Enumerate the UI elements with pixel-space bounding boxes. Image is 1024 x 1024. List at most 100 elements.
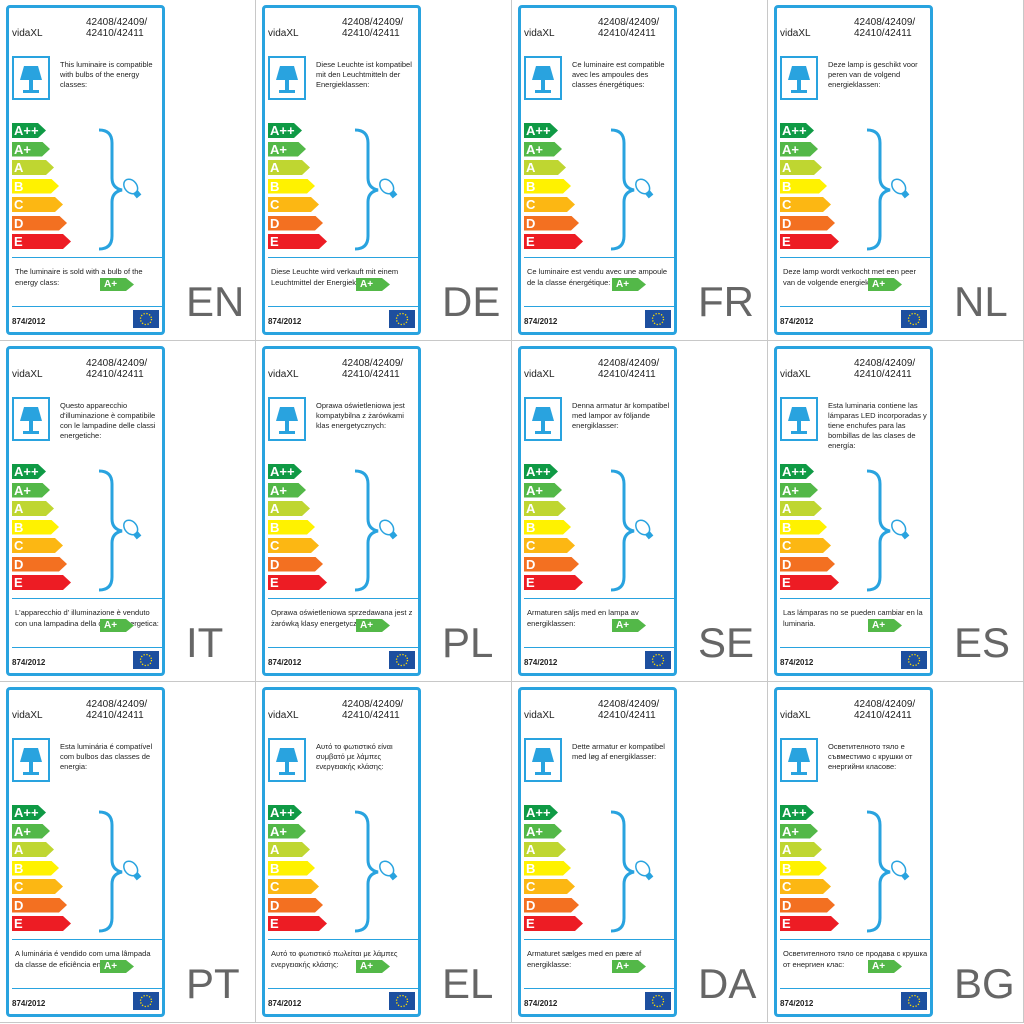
- energy-label: vidaXL 42408/42409/42410/42411 Dette armat…: [518, 687, 677, 1017]
- sold-text: Осветителното тяло се продава с крушка о…: [783, 949, 928, 969]
- energy-label: vidaXL 42408/42409/42410/42411 Diese Leuch…: [262, 5, 421, 335]
- class-arrow: C: [524, 879, 575, 894]
- class-arrow: A+: [12, 483, 50, 498]
- eu-flag: [133, 651, 159, 669]
- class-arrow: B: [780, 861, 827, 876]
- lamp-graphic: [20, 748, 42, 775]
- brace-graphic: [354, 810, 398, 933]
- sold-text: Armaturen säljs med en lampa av energikl…: [527, 608, 639, 628]
- class-arrow: C: [780, 538, 831, 553]
- brand: vidaXL: [12, 28, 43, 39]
- separator: [268, 257, 418, 258]
- class-arrow: B: [524, 179, 571, 194]
- lamp-graphic: [276, 748, 298, 775]
- sold-text: Deze lamp wordt verkocht met een peer va…: [783, 267, 916, 287]
- eu-flag: [389, 310, 415, 328]
- eu-flag: [645, 992, 671, 1010]
- brand: vidaXL: [780, 369, 811, 380]
- lamp-icon: [524, 397, 562, 441]
- eu-stars: [395, 312, 409, 326]
- class-arrow: C: [268, 879, 319, 894]
- class-arrow: E: [12, 234, 71, 249]
- lamp-graphic: [276, 66, 298, 93]
- model-number: 42410/42411: [854, 369, 912, 380]
- sold-text: A luminária é vendido com uma lâmpada da…: [15, 949, 151, 969]
- separator: [780, 647, 930, 648]
- brace-graphic: [98, 469, 142, 592]
- eu-stars: [907, 312, 921, 326]
- lamp-graphic: [788, 66, 810, 93]
- brace-graphic: [610, 128, 654, 251]
- separator: [524, 939, 674, 940]
- class-arrow: A+: [780, 142, 818, 157]
- model-number: 42408/42409/: [86, 358, 148, 369]
- eu-flag: [389, 651, 415, 669]
- eu-stars: [395, 653, 409, 667]
- label-cell: vidaXL 42408/42409/42410/42411 Αυτό το φωτ…: [256, 682, 512, 1023]
- model-number: 42408/42409/: [342, 358, 404, 369]
- eu-stars: [651, 653, 665, 667]
- separator: [268, 598, 418, 599]
- compatible-text: Denna armatur är kompatibel med lampor a…: [572, 401, 670, 430]
- model-number: 42408/42409/: [854, 699, 916, 710]
- label-cell: vidaXL 42408/42409/42410/42411 Dette armat…: [512, 682, 768, 1023]
- class-arrow: B: [12, 520, 59, 535]
- lamp-graphic: [532, 748, 554, 775]
- language-code: DA: [698, 960, 757, 1007]
- class-arrow: C: [268, 538, 319, 553]
- brand: vidaXL: [524, 710, 555, 721]
- separator: [12, 598, 162, 599]
- language-code: PT: [186, 960, 240, 1007]
- label-cell: vidaXL 42408/42409/42410/42411 Осветително…: [768, 682, 1024, 1023]
- brace-bulb: [862, 128, 922, 258]
- brace-bulb: [350, 810, 410, 940]
- eu-stars: [907, 994, 921, 1008]
- class-arrow: B: [780, 179, 827, 194]
- regulation: 874/2012: [12, 658, 46, 667]
- eu-stars: [139, 312, 153, 326]
- brace-bulb: [350, 469, 410, 599]
- model-number: 42410/42411: [854, 28, 912, 39]
- class-arrow: E: [268, 234, 327, 249]
- model-number: 42410/42411: [598, 369, 656, 380]
- lamp-icon: [780, 738, 818, 782]
- brace-bulb: [862, 469, 922, 599]
- sold-class-badge: A+: [100, 619, 134, 632]
- energy-label: vidaXL 42408/42409/42410/42411 Αυτό το φωτ…: [262, 687, 421, 1017]
- separator: [268, 647, 418, 648]
- class-arrow: A: [524, 501, 566, 516]
- lamp-icon: [12, 56, 50, 100]
- label-cell: vidaXL 42408/42409/42410/42411 Deze lamp i…: [768, 0, 1024, 341]
- class-arrow: D: [524, 557, 579, 572]
- model-number: 42408/42409/: [342, 17, 404, 28]
- sold-text: Αυτό το φωτιστικό πωλείται με λάμπες ενε…: [271, 949, 398, 969]
- class-arrow: A+: [12, 142, 50, 157]
- eu-stars: [139, 653, 153, 667]
- eu-stars: [651, 994, 665, 1008]
- sold-class-badge: A+: [868, 278, 902, 291]
- lamp-icon: [268, 397, 306, 441]
- lamp-icon: [268, 56, 306, 100]
- model-number: 42410/42411: [598, 710, 656, 721]
- eu-flag: [645, 651, 671, 669]
- separator: [780, 939, 930, 940]
- eu-flag: [901, 310, 927, 328]
- sold-class-badge: A+: [356, 960, 390, 973]
- separator: [524, 647, 674, 648]
- class-arrow: B: [524, 861, 571, 876]
- class-arrow: B: [12, 861, 59, 876]
- language-code: ES: [954, 619, 1011, 666]
- sold-class-badge: A+: [868, 619, 902, 632]
- model-number: 42410/42411: [86, 369, 144, 380]
- lamp-icon: [780, 56, 818, 100]
- separator: [780, 598, 930, 599]
- sold-class-badge: A+: [612, 278, 646, 291]
- brace-graphic: [610, 810, 654, 933]
- separator: [268, 306, 418, 307]
- brace-bulb: [862, 810, 922, 940]
- regulation: 874/2012: [780, 317, 814, 326]
- compatible-text: This luminaire is compatible with bulbs …: [60, 60, 153, 89]
- lamp-graphic: [20, 66, 42, 93]
- class-arrow: A: [268, 501, 310, 516]
- class-arrow: A++: [524, 805, 558, 820]
